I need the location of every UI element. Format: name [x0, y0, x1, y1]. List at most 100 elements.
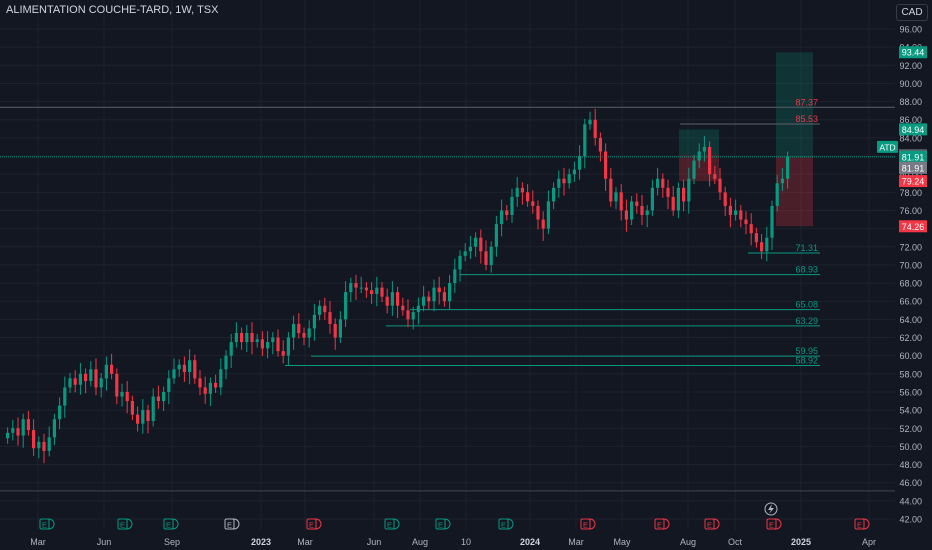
candle-body — [344, 292, 348, 320]
level-label: 65.08 — [795, 300, 818, 310]
candle-body — [510, 196, 514, 216]
candle-body — [619, 192, 623, 211]
candle-body — [713, 174, 717, 179]
y-tick-label: 64.00 — [899, 315, 922, 325]
x-tick-label: 2023 — [251, 537, 271, 547]
candle-body — [635, 201, 639, 206]
y-tick-label: 54.00 — [899, 406, 922, 416]
earnings-marker — [854, 518, 865, 530]
ticker-tag — [877, 140, 898, 153]
y-tick-label: 86.00 — [899, 115, 922, 125]
x-tick-label: Mar — [30, 537, 46, 547]
candle-body — [141, 410, 145, 424]
candle-body — [526, 192, 530, 202]
candle-body — [500, 210, 504, 225]
candle-body — [68, 378, 72, 388]
candle-body — [188, 360, 192, 372]
currency-button[interactable]: CAD — [896, 4, 928, 21]
level-label: 59.95 — [795, 346, 818, 356]
candle-body — [598, 137, 602, 152]
candle-body — [349, 283, 353, 293]
candle-body — [583, 124, 587, 157]
candle-body — [401, 305, 405, 311]
candle-body — [229, 342, 233, 356]
earnings-marker-label: E — [857, 521, 862, 530]
price-badge — [899, 123, 927, 136]
candle-body — [422, 296, 426, 306]
candle-body — [307, 328, 311, 338]
candle-body — [214, 382, 218, 388]
earnings-marker-label: E — [42, 521, 47, 530]
candle-body — [110, 364, 114, 374]
price-badge-label: 84.94 — [902, 125, 925, 135]
price-badge-label: 93.44 — [902, 48, 925, 58]
y-tick-label: 96.00 — [899, 25, 922, 35]
y-tick-label: 66.00 — [899, 297, 922, 307]
earnings-marker-label: E — [438, 521, 443, 530]
y-tick-label: 70.00 — [899, 260, 922, 270]
candle-body — [505, 210, 509, 216]
candle-body — [458, 255, 462, 270]
price-badge-label: 74.26 — [902, 222, 925, 232]
candle-body — [609, 178, 613, 202]
earnings-marker-label: E — [501, 521, 506, 530]
candle-body — [203, 387, 207, 394]
target-zone — [776, 52, 813, 157]
y-tick-label: 68.00 — [899, 279, 922, 289]
candle-body — [760, 242, 764, 252]
level-label: 71.31 — [795, 243, 818, 253]
candle-body — [406, 310, 410, 320]
candle-body — [84, 373, 88, 382]
candle-body — [588, 119, 592, 125]
candle-body — [479, 237, 483, 252]
candle-body — [749, 224, 753, 234]
y-tick-label: 48.00 — [899, 460, 922, 470]
candle-body — [52, 419, 56, 438]
price-badge-label: 81.91 — [902, 163, 925, 173]
candle-body — [754, 233, 758, 243]
candle-body — [640, 205, 644, 216]
candle-body — [390, 292, 394, 306]
candle-body — [656, 178, 660, 188]
candle-body — [47, 437, 51, 451]
candle-body — [198, 378, 202, 388]
earnings-marker — [435, 518, 446, 530]
y-tick-label: 56.00 — [899, 387, 922, 397]
earnings-marker-label: E — [166, 521, 171, 530]
candle-body — [73, 378, 77, 385]
candle-body — [318, 305, 322, 315]
candle-body — [42, 441, 46, 451]
candle-body — [312, 314, 316, 329]
candle-body — [94, 369, 98, 388]
candle-body — [437, 287, 441, 293]
candle-body — [370, 290, 374, 294]
candle-body — [624, 210, 628, 220]
price-axis[interactable]: 42.00 44.00 46.00 48.00 50.00 52.00 54.00 56.00… — [877, 25, 927, 525]
candle-body — [453, 269, 457, 284]
x-tick-label: 2025 — [791, 537, 811, 547]
candle-body — [765, 237, 769, 252]
candle-body — [224, 355, 228, 370]
level-label: 68.93 — [795, 265, 818, 275]
price-badge — [899, 161, 927, 174]
chart-title: ALIMENTATION COUCHE-TARD, 1W, TSX — [6, 4, 219, 16]
x-tick-label: May — [613, 537, 631, 547]
candle-body — [567, 174, 571, 184]
earnings-marker — [39, 518, 50, 530]
level-label: 87.37 — [795, 97, 818, 107]
candle-body — [396, 292, 400, 306]
candle-body — [380, 287, 384, 297]
candle-body — [182, 364, 186, 372]
time-axis[interactable]: Mar Jun Sep 2023 Mar Jun Aug 10 2024 Mar May Aug Oct… — [30, 537, 876, 547]
candle-body — [541, 219, 545, 229]
candle-body — [531, 201, 535, 206]
candle-body — [120, 391, 124, 397]
y-tick-label: 46.00 — [899, 478, 922, 488]
candle-body — [671, 196, 675, 211]
candle-body — [572, 169, 576, 175]
candle-body — [520, 187, 524, 193]
candle-body — [718, 178, 722, 193]
price-badge-label: 81.91 — [902, 152, 925, 162]
